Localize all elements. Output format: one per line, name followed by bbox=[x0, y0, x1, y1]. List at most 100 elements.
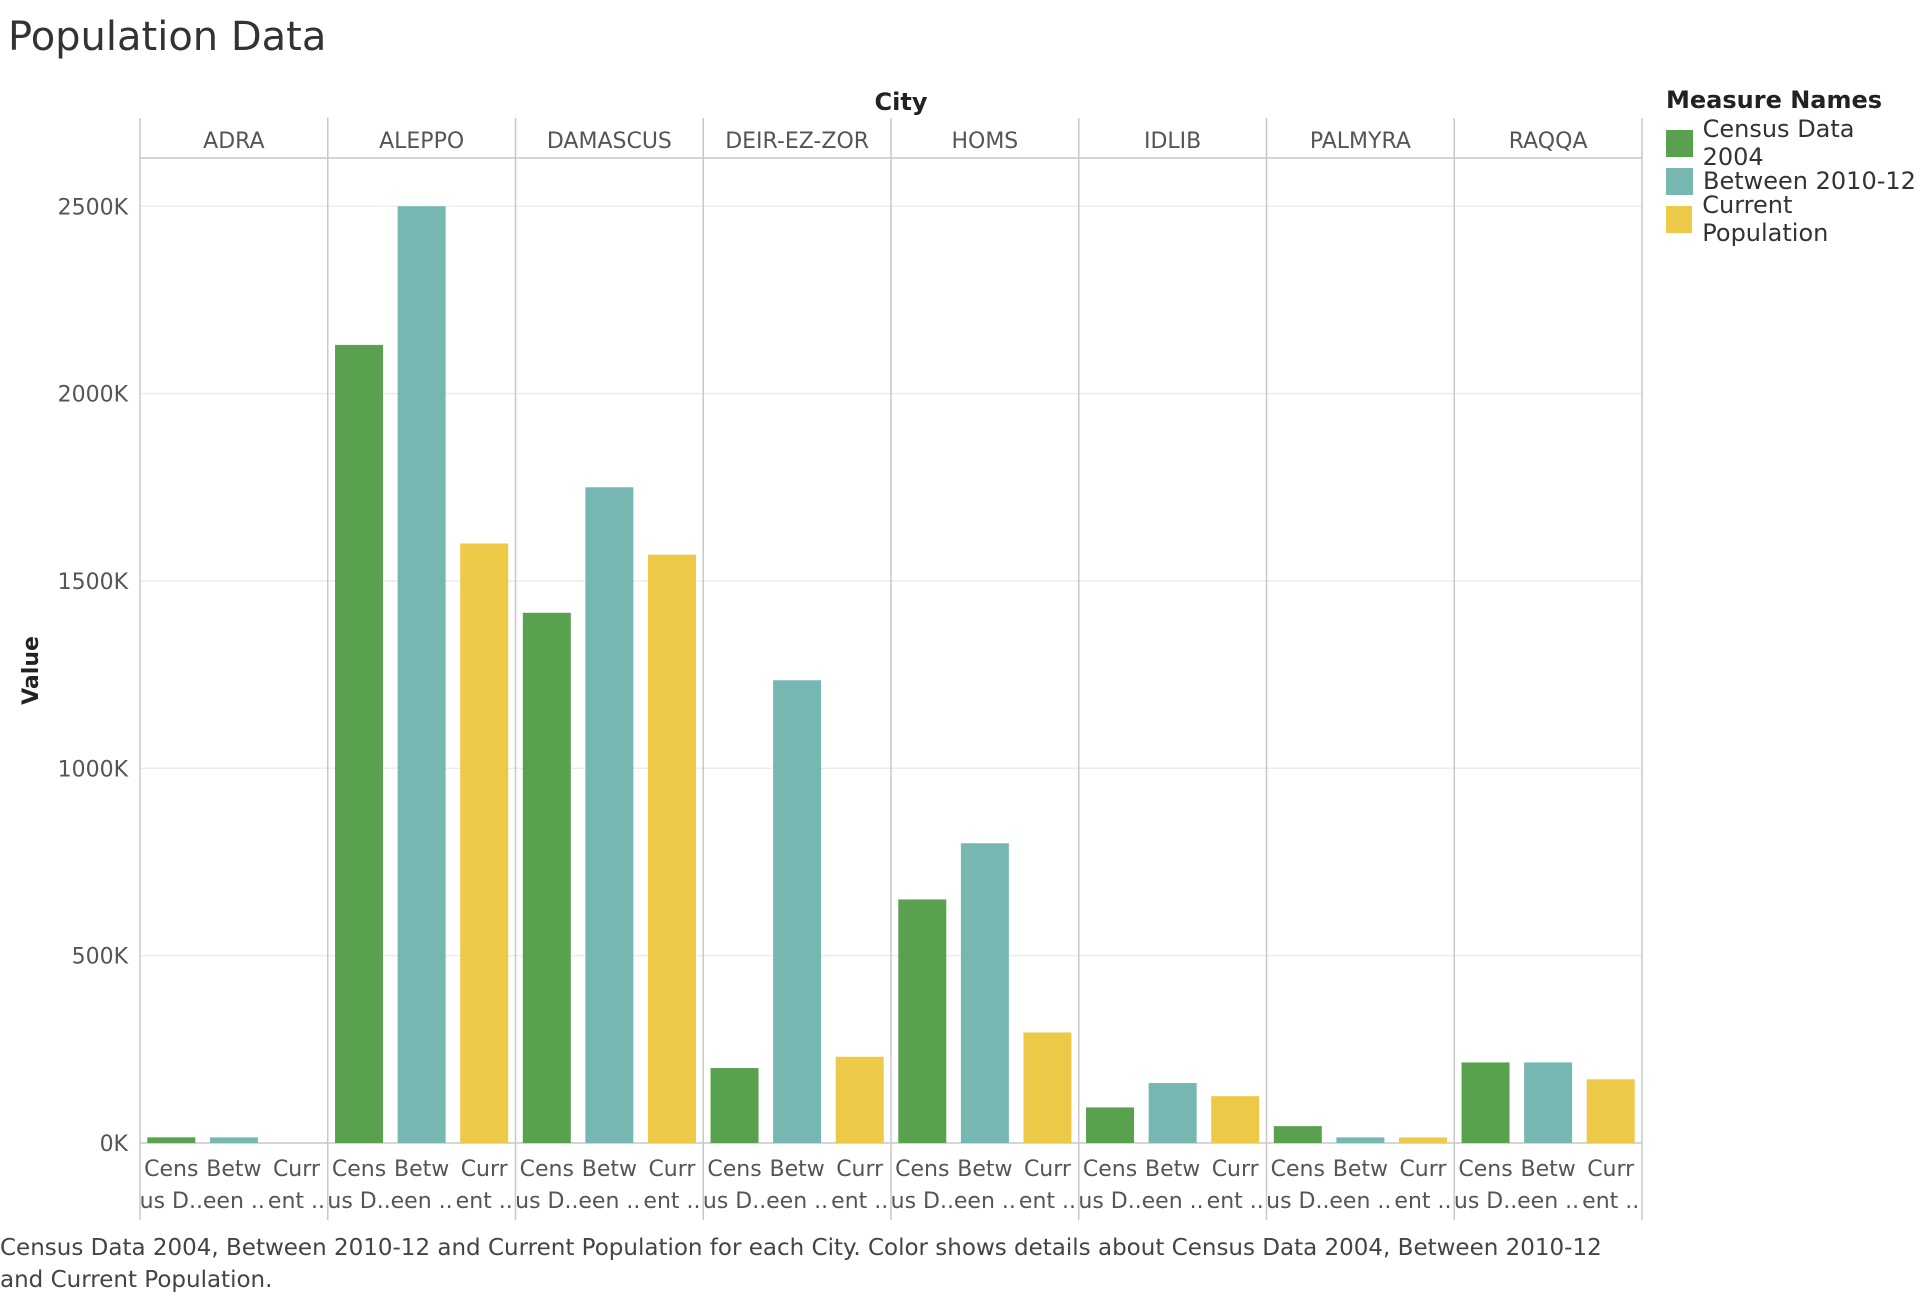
x-sub-label: Curr bbox=[648, 1157, 696, 1182]
x-sub-label: ent .. bbox=[456, 1189, 513, 1214]
chart-caption: Census Data 2004, Between 2010-12 and Cu… bbox=[0, 1235, 1602, 1293]
bar-homs-census-data-2004 bbox=[898, 899, 947, 1143]
x-sub-label: een .. bbox=[766, 1189, 828, 1214]
bar-raqqa-between-2010-12 bbox=[1524, 1062, 1573, 1143]
x-sub-label: Cens bbox=[1271, 1157, 1325, 1182]
x-sub-label: Cens bbox=[1083, 1157, 1137, 1182]
y-tick-label: 1500K bbox=[58, 570, 129, 595]
city-header-damascus: DAMASCUS bbox=[547, 129, 672, 154]
x-sub-label: een .. bbox=[1329, 1189, 1391, 1214]
x-sub-label: Betw bbox=[1145, 1157, 1200, 1182]
x-sub-label: us D.. bbox=[140, 1189, 203, 1214]
bar-aleppo-current-population bbox=[460, 543, 509, 1143]
bar-raqqa-census-data-2004 bbox=[1461, 1062, 1510, 1143]
x-sub-label: een .. bbox=[203, 1189, 265, 1214]
x-sub-label: Betw bbox=[770, 1157, 825, 1182]
legend-swatch-current-population bbox=[1666, 205, 1693, 233]
x-sub-label: Betw bbox=[394, 1157, 449, 1182]
y-tick-label: 1000K bbox=[58, 757, 129, 782]
x-sub-label: us D.. bbox=[515, 1189, 578, 1214]
city-header-idlib: IDLIB bbox=[1144, 129, 1201, 154]
x-sub-label: Betw bbox=[206, 1157, 261, 1182]
bar-deir-ez-zor-between-2010-12 bbox=[773, 680, 822, 1143]
city-header-homs: HOMS bbox=[951, 129, 1018, 154]
x-sub-label: Cens bbox=[895, 1157, 949, 1182]
x-sub-label: Cens bbox=[144, 1157, 198, 1182]
x-sub-label: Cens bbox=[332, 1157, 386, 1182]
bar-damascus-current-population bbox=[647, 554, 696, 1143]
column-header: City bbox=[875, 88, 928, 116]
city-header-adra: ADRA bbox=[203, 129, 264, 154]
x-sub-label: ent .. bbox=[831, 1189, 888, 1214]
bar-idlib-between-2010-12 bbox=[1148, 1083, 1197, 1143]
bar-homs-current-population bbox=[1023, 1032, 1072, 1143]
x-sub-label: us D.. bbox=[891, 1189, 954, 1214]
legend-item-current-population[interactable]: Current Population bbox=[1666, 191, 1920, 247]
city-header-aleppo: ALEPPO bbox=[379, 129, 464, 154]
bar-adra-between-2010-12 bbox=[209, 1137, 258, 1143]
bar-adra-census-data-2004 bbox=[147, 1137, 196, 1143]
x-sub-label: een .. bbox=[578, 1189, 640, 1214]
legend-title: Measure Names bbox=[1666, 86, 1883, 114]
legend-label-between-2010-12: Between 2010-12 bbox=[1703, 167, 1916, 195]
legend: Measure Names Census Data 2004 Between 2… bbox=[1666, 86, 1920, 247]
bar-deir-ez-zor-census-data-2004 bbox=[710, 1068, 759, 1143]
x-sub-label: us D.. bbox=[1454, 1189, 1517, 1214]
x-sub-label: ent .. bbox=[1394, 1189, 1451, 1214]
x-sub-label: us D.. bbox=[1078, 1189, 1141, 1214]
x-sub-label: een .. bbox=[1142, 1189, 1204, 1214]
y-tick-label: 2000K bbox=[58, 383, 129, 408]
x-sub-label: Curr bbox=[273, 1157, 321, 1182]
x-sub-label: Curr bbox=[1024, 1157, 1072, 1182]
x-sub-label: Curr bbox=[1587, 1157, 1635, 1182]
x-sub-label: Betw bbox=[1333, 1157, 1388, 1182]
y-tick-label: 0K bbox=[100, 1132, 129, 1157]
x-sub-label: ent .. bbox=[1582, 1189, 1639, 1214]
x-sub-label: Curr bbox=[461, 1157, 509, 1182]
x-sub-label: Betw bbox=[582, 1157, 637, 1182]
plot-group: 0K 500K 1000K 1500K 2000K 2500K ADRA Cens us D..… bbox=[58, 118, 1643, 1220]
chart-title: Population Data bbox=[8, 14, 327, 60]
bar-idlib-census-data-2004 bbox=[1086, 1107, 1135, 1143]
x-sub-label: Cens bbox=[707, 1157, 761, 1182]
bar-deir-ez-zor-current-population bbox=[835, 1056, 884, 1143]
city-header-raqqa: RAQQA bbox=[1509, 129, 1588, 154]
bar-idlib-current-population bbox=[1211, 1096, 1260, 1143]
y-tick-label: 500K bbox=[72, 945, 129, 970]
x-sub-label: us D.. bbox=[1266, 1189, 1329, 1214]
x-sub-label: Cens bbox=[1458, 1157, 1512, 1182]
x-sub-label: us D.. bbox=[327, 1189, 390, 1214]
bar-aleppo-census-data-2004 bbox=[335, 344, 384, 1143]
bar-damascus-census-data-2004 bbox=[522, 612, 571, 1143]
x-sub-label: Curr bbox=[836, 1157, 884, 1182]
legend-item-census-2004[interactable]: Census Data 2004 bbox=[1666, 115, 1920, 171]
y-axis-label: Value bbox=[19, 636, 44, 705]
legend-swatch-between-2010-12 bbox=[1666, 167, 1693, 195]
legend-item-between-2010-12[interactable]: Between 2010-12 bbox=[1666, 162, 1920, 200]
x-sub-label: Betw bbox=[1521, 1157, 1576, 1182]
y-tick-label: 2500K bbox=[58, 195, 129, 220]
bar-raqqa-current-population bbox=[1586, 1079, 1635, 1143]
x-sub-label: ent .. bbox=[1019, 1189, 1076, 1214]
legend-label-current-population: Current Population bbox=[1702, 191, 1829, 247]
legend-label-census-2004: Census Data 2004 bbox=[1702, 115, 1855, 171]
x-sub-label: een .. bbox=[1517, 1189, 1579, 1214]
bar-palmyra-current-population bbox=[1398, 1137, 1447, 1143]
bar-palmyra-census-data-2004 bbox=[1273, 1126, 1322, 1143]
bar-damascus-between-2010-12 bbox=[585, 487, 634, 1143]
x-sub-label: ent .. bbox=[643, 1189, 700, 1214]
bar-aleppo-between-2010-12 bbox=[397, 206, 446, 1143]
x-sub-label: ent .. bbox=[268, 1189, 325, 1214]
x-sub-label: een .. bbox=[954, 1189, 1016, 1214]
legend-swatch-census-2004 bbox=[1666, 129, 1693, 157]
x-sub-label: Curr bbox=[1399, 1157, 1447, 1182]
city-header-palmyra: PALMYRA bbox=[1310, 129, 1411, 154]
x-sub-label: Curr bbox=[1212, 1157, 1260, 1182]
city-header-deir-ez-zor: DEIR-EZ-ZOR bbox=[725, 129, 869, 154]
x-sub-label: ent .. bbox=[1207, 1189, 1264, 1214]
bar-palmyra-between-2010-12 bbox=[1336, 1137, 1385, 1143]
x-sub-label: Betw bbox=[957, 1157, 1012, 1182]
x-sub-label: us D.. bbox=[703, 1189, 766, 1214]
x-sub-label: een .. bbox=[391, 1189, 453, 1214]
